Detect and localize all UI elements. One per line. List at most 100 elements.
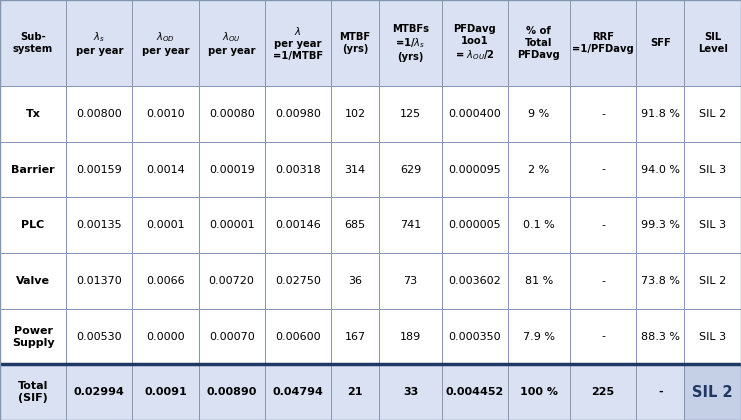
Text: 0.00070: 0.00070 <box>209 331 255 341</box>
Bar <box>508 142 570 197</box>
Text: -: - <box>601 165 605 175</box>
Text: 0.00530: 0.00530 <box>76 331 122 341</box>
Text: RRF
=1/PFDavg: RRF =1/PFDavg <box>572 32 634 54</box>
Text: 102: 102 <box>345 109 366 119</box>
Bar <box>570 364 636 420</box>
Bar <box>0 86 66 142</box>
Bar <box>685 86 741 142</box>
Text: PFDavg
1oo1
= $\lambda_{OU}$/2: PFDavg 1oo1 = $\lambda_{OU}$/2 <box>453 24 496 62</box>
Text: 0.00080: 0.00080 <box>209 109 255 119</box>
Bar <box>570 197 636 253</box>
Text: 2 %: 2 % <box>528 165 549 175</box>
Bar <box>442 253 508 309</box>
Bar <box>133 364 199 420</box>
Bar <box>570 142 636 197</box>
Bar <box>379 197 442 253</box>
Text: Total
(SIF): Total (SIF) <box>18 381 48 403</box>
Text: -: - <box>601 276 605 286</box>
Bar <box>636 86 685 142</box>
Text: 0.00019: 0.00019 <box>209 165 255 175</box>
Bar <box>199 0 265 86</box>
Text: Valve: Valve <box>16 276 50 286</box>
Text: Sub-
system: Sub- system <box>13 32 53 54</box>
Bar <box>685 142 741 197</box>
Text: SIL 3: SIL 3 <box>700 165 726 175</box>
Bar <box>636 197 685 253</box>
Text: $\lambda_{OD}$
per year: $\lambda_{OD}$ per year <box>142 30 189 56</box>
Text: 91.8 %: 91.8 % <box>641 109 679 119</box>
Text: 314: 314 <box>345 165 366 175</box>
Bar <box>636 309 685 365</box>
Text: 94.0 %: 94.0 % <box>641 165 679 175</box>
Bar <box>0 364 66 420</box>
Bar <box>379 253 442 309</box>
Bar <box>508 0 570 86</box>
Text: 0.00980: 0.00980 <box>275 109 321 119</box>
Bar <box>199 364 265 420</box>
Bar <box>265 364 331 420</box>
Bar <box>508 86 570 142</box>
Text: 73: 73 <box>403 276 417 286</box>
Bar <box>265 197 331 253</box>
Bar <box>331 364 379 420</box>
Text: -: - <box>601 331 605 341</box>
Bar <box>0 253 66 309</box>
Text: 81 %: 81 % <box>525 276 553 286</box>
Text: 73.8 %: 73.8 % <box>641 276 679 286</box>
Bar <box>508 364 570 420</box>
Text: 741: 741 <box>400 220 421 230</box>
Bar <box>66 364 133 420</box>
Bar <box>379 86 442 142</box>
Text: 0.0001: 0.0001 <box>146 220 185 230</box>
Text: 21: 21 <box>348 387 363 397</box>
Bar <box>685 309 741 365</box>
Bar <box>66 142 133 197</box>
Bar <box>442 309 508 365</box>
Bar <box>442 86 508 142</box>
Text: 629: 629 <box>400 165 421 175</box>
Bar <box>636 142 685 197</box>
Bar <box>199 197 265 253</box>
Text: 0.000095: 0.000095 <box>448 165 501 175</box>
Text: 36: 36 <box>348 276 362 286</box>
Bar <box>442 0 508 86</box>
Bar <box>66 309 133 365</box>
Bar <box>66 253 133 309</box>
Bar <box>508 197 570 253</box>
Bar <box>442 142 508 197</box>
Text: 0.0000: 0.0000 <box>146 331 185 341</box>
Bar <box>331 197 379 253</box>
Text: 0.01370: 0.01370 <box>76 276 122 286</box>
Bar <box>570 253 636 309</box>
Bar <box>379 142 442 197</box>
Bar <box>331 142 379 197</box>
Bar <box>133 86 199 142</box>
Text: 0.0014: 0.0014 <box>146 165 185 175</box>
Bar <box>442 197 508 253</box>
Text: 225: 225 <box>591 387 614 397</box>
Bar <box>636 364 685 420</box>
Text: 0.00159: 0.00159 <box>76 165 122 175</box>
Text: SIL 2: SIL 2 <box>699 276 726 286</box>
Text: 0.1 %: 0.1 % <box>523 220 555 230</box>
Text: 0.003602: 0.003602 <box>448 276 501 286</box>
Bar <box>133 197 199 253</box>
Bar <box>331 309 379 365</box>
Text: -: - <box>601 109 605 119</box>
Text: SIL
Level: SIL Level <box>698 32 728 54</box>
Text: 33: 33 <box>403 387 418 397</box>
Text: 0.02750: 0.02750 <box>275 276 321 286</box>
Bar <box>331 253 379 309</box>
Bar <box>379 364 442 420</box>
Bar <box>636 0 685 86</box>
Text: SIL 3: SIL 3 <box>700 331 726 341</box>
Text: 0.0010: 0.0010 <box>146 109 185 119</box>
Bar <box>133 309 199 365</box>
Bar <box>570 309 636 365</box>
Text: 99.3 %: 99.3 % <box>641 220 679 230</box>
Bar <box>570 0 636 86</box>
Bar <box>0 309 66 365</box>
Bar <box>66 0 133 86</box>
Bar <box>66 86 133 142</box>
Text: $\lambda$
per year
=1/MTBF: $\lambda$ per year =1/MTBF <box>273 25 323 61</box>
